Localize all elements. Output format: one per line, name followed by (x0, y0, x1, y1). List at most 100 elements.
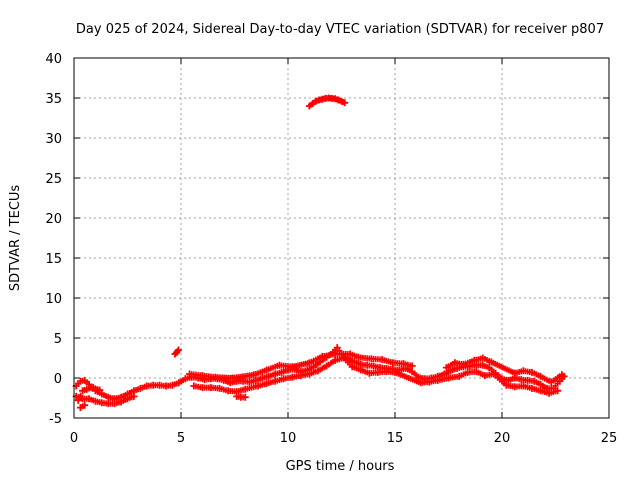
data-point (297, 372, 305, 380)
data-point (104, 393, 112, 401)
data-point (168, 381, 176, 389)
data-point (331, 356, 339, 364)
y-tick-label: 15 (45, 252, 62, 267)
data-point (224, 387, 232, 395)
data-point (537, 380, 545, 388)
data-point (558, 371, 566, 379)
data-point (355, 353, 363, 361)
data-point (305, 359, 313, 367)
data-point (472, 361, 480, 369)
data-point (96, 386, 104, 394)
data-point (239, 377, 247, 385)
data-point (547, 378, 555, 386)
data-point (263, 380, 271, 388)
data-point (519, 367, 527, 375)
data-point (98, 399, 106, 407)
x-axis-title: GPS time / hours (286, 459, 395, 474)
x-tick-label: 10 (280, 431, 297, 446)
data-point (275, 361, 283, 369)
data-point (252, 376, 260, 384)
data-point (464, 368, 472, 376)
data-point (288, 373, 296, 381)
data-point (288, 363, 296, 371)
data-point (228, 374, 236, 382)
data-point (481, 372, 489, 380)
data-point (445, 374, 452, 382)
data-point (81, 401, 89, 409)
data-point (367, 355, 375, 363)
x-tick-label: 15 (387, 431, 404, 446)
data-point (241, 385, 249, 393)
data-marker-fill (77, 392, 84, 399)
y-tick-label: 5 (54, 332, 62, 347)
y-axis-title: SDTVAR / TECUs (8, 185, 23, 292)
data-point (382, 368, 390, 376)
data-points (72, 94, 568, 412)
data-point (98, 390, 106, 398)
data-point (391, 368, 399, 376)
y-tick-label: 0 (54, 372, 62, 387)
data-point (271, 370, 279, 378)
data-point (348, 363, 356, 371)
plot-frame (73, 57, 610, 419)
data-point (365, 369, 373, 377)
data-point (472, 368, 480, 376)
data-point (136, 384, 144, 392)
data-point (511, 383, 519, 391)
y-tick-label: 30 (45, 132, 62, 147)
data-point (455, 372, 463, 380)
data-point (211, 373, 219, 381)
data-point (524, 376, 532, 384)
data-point (530, 377, 538, 385)
data-point (459, 360, 467, 368)
data-point (79, 387, 87, 395)
data-point (74, 396, 82, 404)
series-isolated-segments (76, 346, 249, 412)
data-point (400, 360, 408, 368)
data-point (511, 369, 519, 377)
data-point (89, 384, 97, 392)
data-point (250, 371, 258, 379)
data-point (241, 393, 249, 401)
data-point (149, 381, 157, 389)
data-point (502, 381, 510, 389)
data-point (333, 344, 341, 352)
data-point (537, 387, 545, 395)
data-point (517, 376, 525, 384)
data-point (207, 384, 215, 392)
data-point (198, 384, 206, 392)
data-point (271, 377, 279, 385)
data-point (479, 354, 487, 362)
data-point (363, 361, 371, 369)
data-point (198, 372, 206, 380)
data-point (81, 376, 89, 384)
data-point (216, 384, 224, 392)
x-tick-label: 0 (70, 431, 78, 446)
data-point (370, 362, 378, 370)
data-point (451, 359, 459, 367)
data-point (470, 356, 478, 364)
data-point (175, 379, 183, 387)
data-point (310, 363, 318, 371)
data-point (554, 387, 562, 395)
data-point (104, 400, 112, 408)
data-point (318, 352, 326, 360)
data-point (181, 375, 189, 383)
data-point (278, 368, 286, 376)
data-point (485, 364, 493, 372)
data-point (186, 370, 194, 378)
data-point (323, 362, 331, 370)
y-tick-label: 40 (45, 52, 62, 67)
series-band-lower (72, 354, 562, 408)
chart-title: Day 025 of 2024, Sidereal Day-to-day VTE… (76, 22, 604, 37)
data-point (245, 378, 253, 386)
data-point (442, 364, 450, 372)
data-point (389, 359, 397, 367)
data-point (254, 382, 262, 390)
data-point (265, 372, 273, 380)
data-point (447, 367, 455, 375)
data-point (341, 99, 349, 107)
data-point (434, 376, 442, 384)
grid-lines (74, 58, 609, 418)
